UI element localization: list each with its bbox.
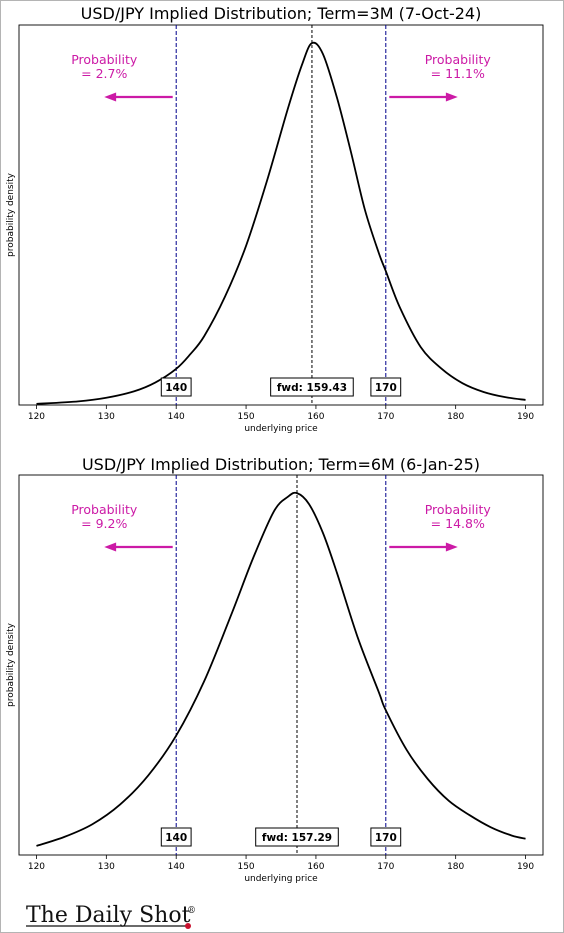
- brand-logo: The Daily Shot ®: [26, 903, 196, 929]
- chart-3m: USD/JPY Implied Distribution; Term=3M (7…: [6, 4, 544, 434]
- x-tick-label: 130: [98, 862, 115, 872]
- brand-name: The Daily Shot: [26, 903, 191, 928]
- left-probability-label: Probability: [71, 502, 138, 517]
- x-tick-label: 140: [168, 862, 185, 872]
- y-axis-label: probability density: [6, 172, 16, 257]
- x-tick-label: 180: [447, 862, 464, 872]
- strike-box: [160, 827, 192, 847]
- strike-box-label: 140: [165, 832, 187, 844]
- left-arrow-head: [104, 92, 117, 102]
- x-tick-label: 160: [307, 412, 324, 422]
- x-tick-label: 140: [168, 412, 185, 422]
- left-arrow-head: [104, 542, 117, 552]
- x-tick-label: 120: [28, 862, 45, 872]
- x-tick-label: 130: [98, 412, 115, 422]
- x-tick-label: 150: [237, 412, 254, 422]
- chart-title: USD/JPY Implied Distribution; Term=6M (6…: [82, 455, 480, 474]
- x-tick-label: 160: [307, 862, 324, 872]
- strike-box-label: 170: [375, 832, 397, 844]
- forward-box-label: fwd: 157.29: [262, 832, 332, 844]
- forward-box: [270, 377, 354, 397]
- strike-box: [160, 377, 192, 397]
- x-tick-label: 150: [237, 862, 254, 872]
- strike-box-label: 140: [165, 382, 187, 394]
- right-probability-label: Probability: [425, 502, 492, 517]
- strike-box: [370, 377, 402, 397]
- strike-box: [370, 827, 402, 847]
- x-tick-label: 180: [447, 412, 464, 422]
- chart-title: USD/JPY Implied Distribution; Term=3M (7…: [81, 4, 482, 23]
- right-probability-value: = 11.1%: [431, 66, 485, 81]
- y-axis-label: probability density: [6, 622, 16, 707]
- left-probability-value: = 9.2%: [81, 516, 127, 531]
- strike-box-label: 170: [375, 382, 397, 394]
- left-probability-label: Probability: [71, 52, 138, 67]
- x-tick-label: 190: [517, 862, 534, 872]
- right-arrow-head: [445, 92, 458, 102]
- right-probability-value: = 14.8%: [431, 516, 485, 531]
- chart-6m: USD/JPY Implied Distribution; Term=6M (6…: [6, 455, 544, 884]
- forward-box: [255, 827, 339, 847]
- left-probability-value: = 2.7%: [81, 66, 127, 81]
- x-axis-label: underlying price: [244, 424, 318, 434]
- plot-area: [18, 24, 544, 406]
- brand-dot: [185, 923, 191, 929]
- right-probability-label: Probability: [425, 52, 492, 67]
- plot-area: [18, 474, 544, 856]
- x-tick-label: 190: [517, 412, 534, 422]
- right-arrow-head: [445, 542, 458, 552]
- x-tick-label: 170: [377, 412, 394, 422]
- x-tick-label: 170: [377, 862, 394, 872]
- density-curve: [36, 491, 526, 847]
- brand-registered: ®: [187, 906, 196, 916]
- x-axis-label: underlying price: [244, 874, 318, 884]
- forward-box-label: fwd: 159.43: [277, 382, 347, 394]
- x-tick-label: 120: [28, 412, 45, 422]
